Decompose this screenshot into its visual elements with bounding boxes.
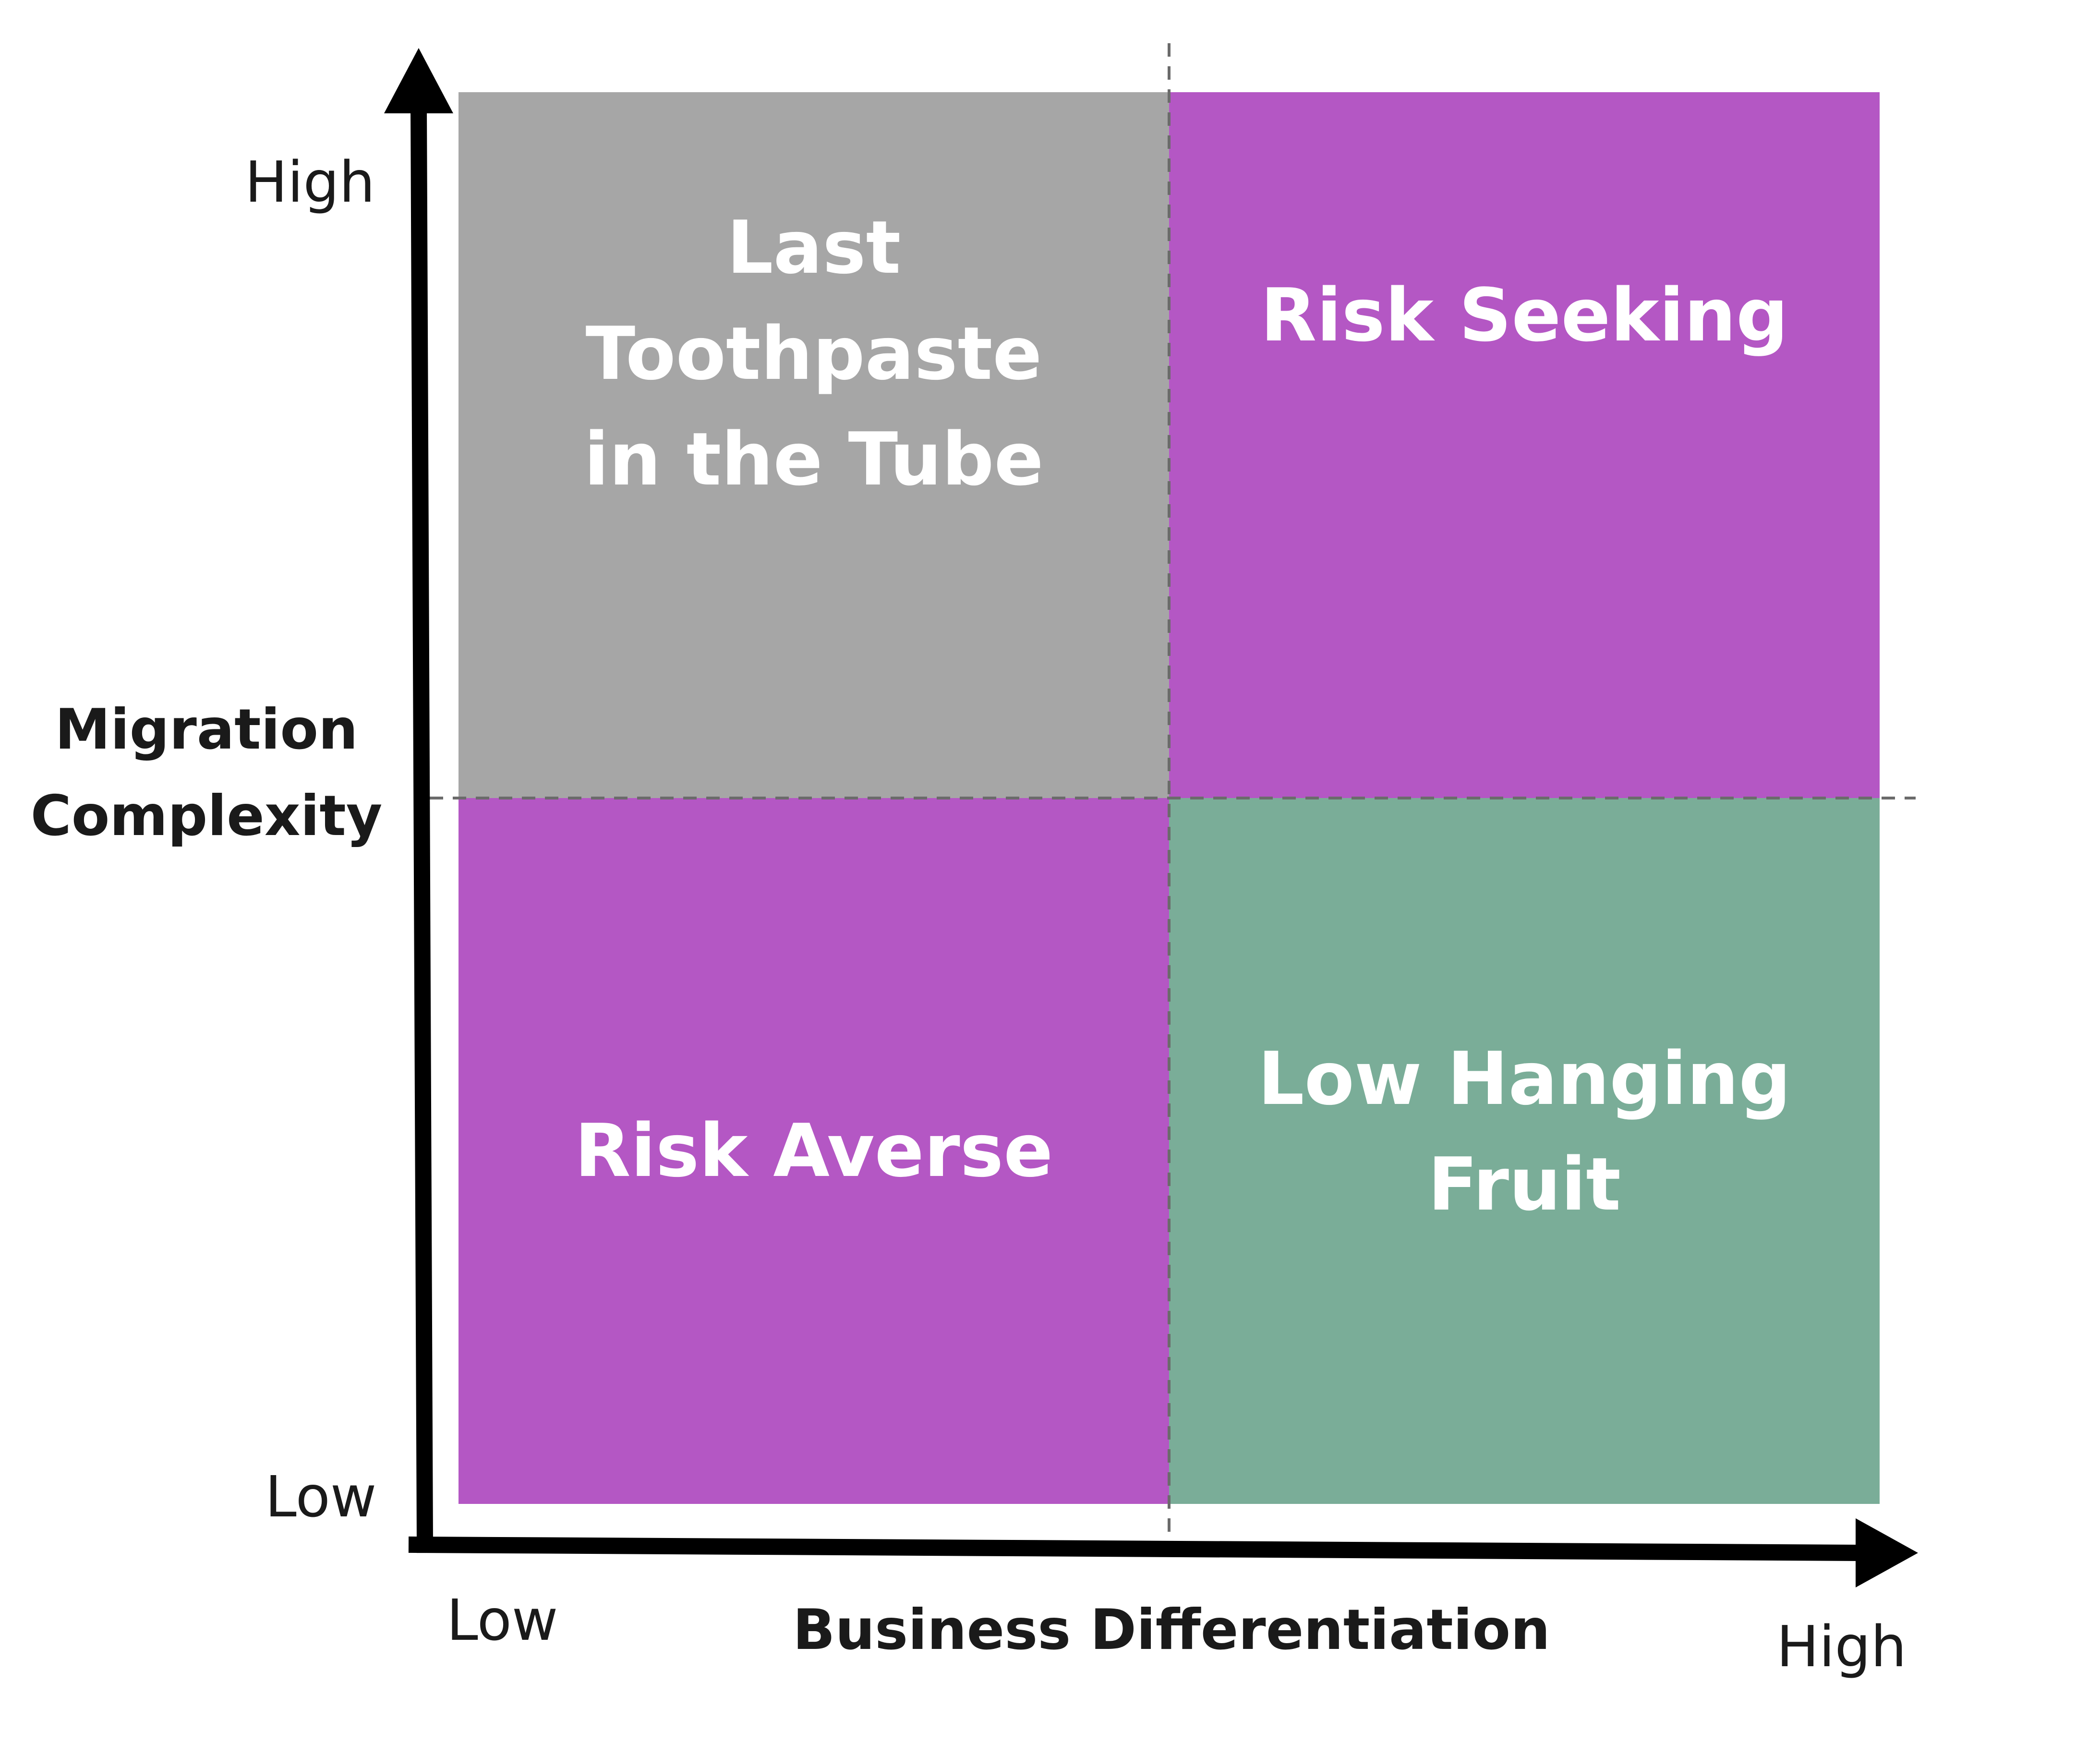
x-axis-line [408, 1536, 1871, 1562]
quadrant-top-right-label: Risk Seeking [1260, 272, 1788, 358]
y-axis-arrowhead [384, 48, 453, 113]
x-axis-arrowhead [1856, 1518, 1918, 1587]
x-axis-high-label: High [1776, 1613, 1907, 1680]
quadrant-bottom-right: Low Hanging Fruit [1169, 798, 1880, 1504]
y-axis-line [410, 97, 434, 1553]
quadrant-bottom-right-fill [1169, 798, 1880, 1504]
quadrant-top-right: Risk Seeking [1169, 92, 1880, 798]
quadrant-top-left-label: Last Toothpaste in the Tube [584, 205, 1044, 502]
quadrant-top-left: Last Toothpaste in the Tube [459, 92, 1169, 798]
y-axis-high-label: High [245, 149, 375, 215]
quadrant-top-right-fill [1169, 92, 1880, 798]
quadrant-bottom-right-label: Low Hanging Fruit [1257, 1036, 1791, 1227]
quadrant-top-left-fill [459, 92, 1169, 798]
x-axis-low-label: Low [447, 1587, 558, 1653]
quadrant-bottom-left-label: Risk Averse [574, 1108, 1053, 1193]
y-axis-title: Migration Complexity [30, 697, 383, 848]
x-axis-title: Business Differentiation [793, 1598, 1550, 1662]
quadrant-bottom-left-fill [459, 798, 1169, 1504]
y-axis-low-label: Low [265, 1464, 377, 1530]
quadrant-bottom-left: Risk Averse [459, 798, 1169, 1504]
